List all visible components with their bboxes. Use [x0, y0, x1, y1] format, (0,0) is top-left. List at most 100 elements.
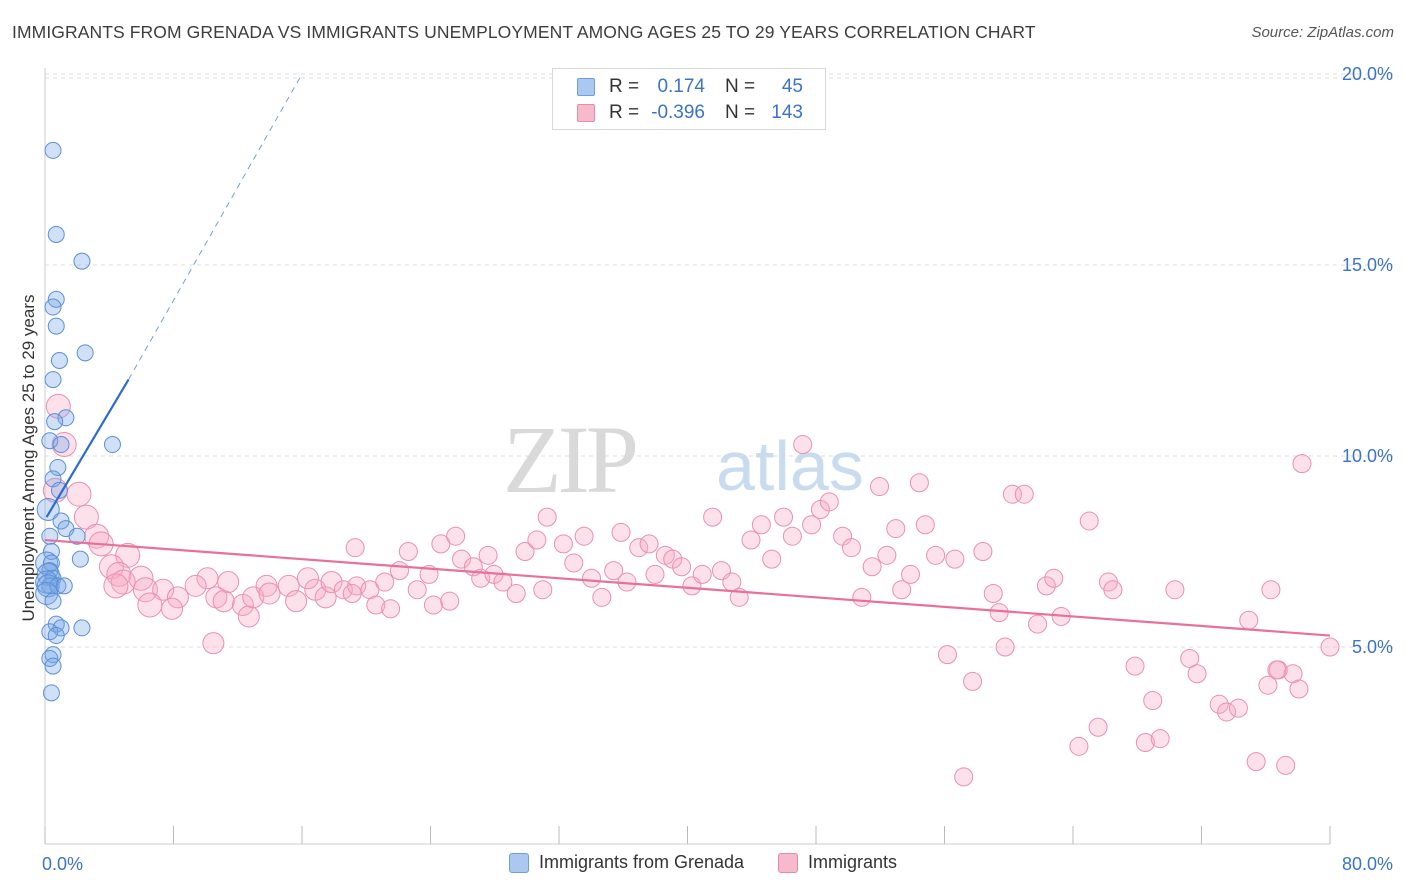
data-point-immigrants [892, 580, 912, 600]
data-point-immigrants [886, 519, 906, 539]
data-point-grenada [49, 458, 67, 476]
data-point-grenada [44, 371, 62, 389]
x-tick-label: 80.0% [1342, 854, 1393, 874]
data-point-immigrants [1028, 614, 1048, 634]
data-point-immigrants [963, 671, 983, 691]
legend-n-label: N = [725, 76, 756, 97]
legend-label-grenada: Immigrants from Grenada [538, 852, 745, 872]
data-point-immigrants [672, 557, 692, 577]
data-point-immigrants [1180, 648, 1200, 668]
data-point-immigrants [1150, 729, 1170, 749]
data-point-immigrants [423, 595, 443, 615]
immigrants-series [42, 393, 1340, 787]
data-point-immigrants [877, 545, 897, 565]
legend-swatch-blue [577, 78, 595, 96]
data-point-immigrants [782, 526, 802, 546]
data-point-immigrants [1289, 679, 1309, 699]
data-point-grenada [50, 481, 68, 499]
data-point-immigrants [973, 542, 993, 561]
legend-r-value: 0.174 [657, 76, 705, 97]
axes [44, 68, 1331, 845]
data-point-grenada [52, 436, 70, 454]
y-tick-label: 10.0% [1342, 446, 1393, 466]
data-point-immigrants [802, 515, 822, 535]
data-point-immigrants [1036, 576, 1056, 596]
y-tick-label: 15.0% [1342, 255, 1393, 275]
data-point-immigrants [1135, 733, 1155, 752]
trendline-grenada [45, 379, 130, 518]
data-point-immigrants [166, 586, 189, 609]
legend-swatch-pink [577, 104, 595, 122]
data-point-grenada [42, 684, 60, 702]
data-point-immigrants [285, 590, 308, 613]
data-point-immigrants [217, 571, 240, 594]
data-point-immigrants [1320, 637, 1340, 657]
data-point-grenada [44, 141, 62, 159]
data-point-immigrants [398, 542, 418, 561]
data-point-immigrants [342, 584, 362, 604]
watermark-atlas: atlas [716, 427, 864, 505]
data-point-immigrants [103, 573, 129, 599]
data-point-immigrants [205, 586, 228, 609]
legend-r-label: R = [609, 102, 640, 123]
legend-item-immigrants[interactable]: Immigrants [778, 852, 897, 873]
data-point-grenada [35, 582, 59, 606]
legend-r-value: -0.396 [651, 102, 705, 123]
watermark-zip: ZIP [503, 406, 636, 513]
data-point-grenada [44, 592, 62, 610]
data-point-immigrants [237, 605, 260, 628]
legend-swatch-pink [778, 852, 799, 873]
data-point-grenada [46, 413, 64, 431]
data-point-immigrants [909, 473, 929, 493]
data-point-immigrants [1292, 454, 1312, 474]
data-point-immigrants [1239, 610, 1259, 630]
data-point-immigrants [581, 568, 601, 588]
data-point-immigrants [1261, 580, 1281, 600]
data-point-immigrants [51, 432, 77, 458]
data-point-immigrants [515, 542, 535, 561]
data-point-immigrants [345, 538, 365, 558]
y-axis-label: Unemployment Among Ages 25 to 29 years [19, 294, 38, 622]
data-point-immigrants [1088, 717, 1108, 737]
data-point-immigrants [132, 577, 158, 603]
data-point-grenada [73, 619, 91, 637]
data-point-grenada [50, 352, 68, 369]
data-point-immigrants [819, 492, 839, 512]
data-point-immigrants [989, 603, 1009, 623]
data-point-immigrants [527, 530, 547, 550]
data-point-immigrants [926, 545, 946, 565]
data-point-immigrants [1276, 755, 1296, 775]
data-point-immigrants [741, 530, 761, 550]
data-point-immigrants [381, 599, 401, 619]
data-point-grenada [73, 252, 91, 270]
data-point-immigrants [852, 587, 872, 607]
data-point-grenada [103, 436, 121, 454]
data-point-immigrants [202, 632, 225, 655]
data-point-immigrants [1079, 511, 1099, 531]
data-point-immigrants [1209, 694, 1229, 714]
legend-item-grenada[interactable]: Immigrants from Grenada [508, 852, 745, 873]
data-point-immigrants [751, 515, 771, 535]
data-point-immigrants [945, 549, 965, 569]
data-point-immigrants [431, 534, 451, 554]
legend-row-grenada: R = 0.174 N = 45 [577, 74, 803, 100]
y-tick-label: 20.0% [1342, 64, 1393, 84]
data-point-immigrants [375, 572, 395, 592]
legend-swatch-blue [508, 852, 529, 873]
data-point-grenada [44, 657, 62, 675]
data-point-immigrants [645, 564, 665, 584]
data-point-immigrants [1228, 698, 1248, 718]
data-point-immigrants [564, 553, 584, 573]
data-point-immigrants [446, 526, 466, 546]
data-point-immigrants [389, 561, 409, 581]
data-point-immigrants [1267, 660, 1287, 680]
data-point-immigrants [995, 637, 1015, 657]
data-point-immigrants [452, 549, 472, 569]
data-point-grenada [47, 317, 65, 335]
legend-label-immigrants: Immigrants [808, 852, 898, 872]
y-tick-label: 5.0% [1352, 637, 1393, 657]
data-point-immigrants [793, 435, 813, 455]
data-point-immigrants [320, 571, 343, 594]
data-point-immigrants [1258, 675, 1278, 695]
legend-row-immigrants: R = -0.396 N = 143 [577, 100, 803, 126]
